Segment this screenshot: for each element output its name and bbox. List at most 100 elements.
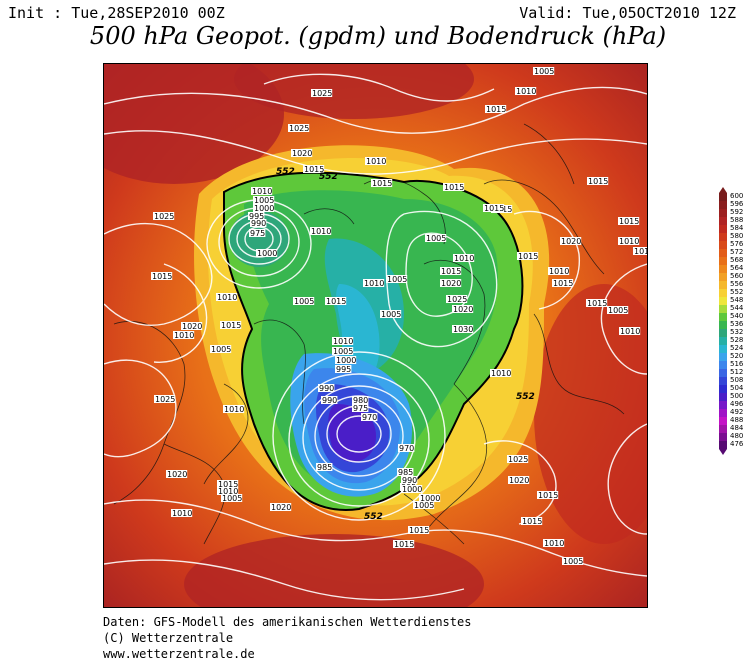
isobar-label: 1015 xyxy=(486,105,506,114)
isobar-label: 1015 xyxy=(538,491,558,500)
isobar-label-bg xyxy=(548,267,570,275)
isobar-label: 1015 xyxy=(326,297,346,306)
legend-swatch xyxy=(719,313,727,321)
legend-value: 592 xyxy=(730,208,744,216)
legend-entry: 588 xyxy=(716,216,756,225)
isobar-label-bg xyxy=(335,365,352,373)
isobar-label: 1005 xyxy=(222,494,242,503)
isobar-label-bg xyxy=(181,322,203,330)
legend-swatch xyxy=(719,289,727,297)
isobar-label-bg xyxy=(386,275,408,283)
isobar-label: 1010 xyxy=(491,369,511,378)
legend-value: 528 xyxy=(730,336,744,344)
isobar-label-bg xyxy=(521,517,543,525)
isobar-label: 995 xyxy=(336,365,351,374)
isobar-label-bg xyxy=(587,177,609,185)
legend-swatch xyxy=(719,409,727,417)
isobar-label-bg xyxy=(380,310,402,318)
isobar-label-bg xyxy=(508,476,530,484)
isobar-label-bg xyxy=(291,149,313,157)
legend-entry: 528 xyxy=(716,336,756,345)
isobar-label-bg xyxy=(171,509,193,517)
isobar-label: 1015 xyxy=(218,480,238,489)
legend-value: 536 xyxy=(730,320,744,328)
isobar-label-bg xyxy=(443,183,465,191)
isobar-label-bg xyxy=(440,279,462,287)
isobar-label: 1000 xyxy=(420,494,440,503)
isobar-label-bg xyxy=(256,249,278,257)
legend-value: 520 xyxy=(730,352,744,360)
isobar-label-bg xyxy=(365,157,387,165)
contour-label-552: 552 xyxy=(276,167,295,177)
legend-entry: 504 xyxy=(716,384,756,393)
isobar-label: 1015 xyxy=(221,321,241,330)
legend-swatch xyxy=(719,401,727,409)
isobar-label: 1025 xyxy=(312,89,332,98)
isobar-label-bg xyxy=(560,237,582,245)
isobar-label-bg xyxy=(332,347,354,355)
isobar-label: 1005 xyxy=(254,196,274,205)
isobar-label-bg xyxy=(537,491,559,499)
legend-entry: 600 xyxy=(716,192,756,201)
isobar-label: 1010 xyxy=(224,405,244,414)
isobar-label: 1010 xyxy=(252,187,272,196)
isobar-label: 1010 xyxy=(218,487,238,496)
legend-swatch xyxy=(719,305,727,313)
legend-swatch xyxy=(719,369,727,377)
isobar-label: 1025 xyxy=(447,295,467,304)
isobar-label: 1005 xyxy=(333,347,353,356)
footer-copyright: (C) Wetterzentrale xyxy=(103,631,234,645)
isobar-label: 1020 xyxy=(441,279,461,288)
isobar-label-bg xyxy=(270,503,292,511)
isobar-label-bg xyxy=(253,204,275,212)
legend-value: 508 xyxy=(730,376,744,384)
legend-entry: 536 xyxy=(716,320,756,329)
isobar-label: 1010 xyxy=(620,327,640,336)
isobar-label-bg xyxy=(311,89,333,97)
isobar-label: 1010 xyxy=(174,331,194,340)
legend-swatch xyxy=(719,385,727,393)
legend-entry: 552 xyxy=(716,288,756,297)
legend-swatch xyxy=(719,361,727,369)
isobar-label-bg xyxy=(220,321,242,329)
isobar-label-bg xyxy=(303,165,325,173)
legend-swatch xyxy=(719,193,727,201)
legend-value: 588 xyxy=(730,216,744,224)
isobar-label: 990 xyxy=(319,384,334,393)
isobar-label-bg xyxy=(249,229,266,237)
isobar-label: 1015 xyxy=(394,540,414,549)
isobar-label-bg xyxy=(154,395,176,403)
isobar-label: 1015 xyxy=(518,252,538,261)
legend-entry: 556 xyxy=(716,280,756,289)
isobar-label: 1020 xyxy=(182,322,202,331)
isobar-label-bg xyxy=(562,557,584,565)
isobar-label: 1005 xyxy=(563,557,583,566)
isobar-label-bg xyxy=(352,404,369,412)
legend-entry: 484 xyxy=(716,424,756,433)
legend-swatch xyxy=(719,425,727,433)
legend-entry: 512 xyxy=(716,368,756,377)
isobar-label: 1010 xyxy=(454,254,474,263)
isobar-label-bg xyxy=(452,325,474,333)
isobar-label: 1000 xyxy=(257,249,277,258)
isobar-label-bg xyxy=(401,485,423,493)
legend-entry: 540 xyxy=(716,312,756,321)
isobar-label-bg xyxy=(325,297,347,305)
isobar-label-bg xyxy=(288,124,310,132)
isobar-label-bg xyxy=(517,252,539,260)
legend-swatch xyxy=(719,249,727,257)
legend-entry: 560 xyxy=(716,272,756,281)
legend-entry: 524 xyxy=(716,344,756,353)
isobar-label-bg xyxy=(543,539,565,547)
isobar-label: 1015 xyxy=(444,183,464,192)
isobar-label: 1020 xyxy=(167,470,187,479)
footer-url[interactable]: www.wetterzentrale.de xyxy=(103,647,255,661)
isobar-label-bg xyxy=(515,87,537,95)
isobar-label: 995 xyxy=(249,212,264,221)
isobar-label: 1010 xyxy=(217,293,237,302)
legend-entry: 568 xyxy=(716,256,756,265)
isobar-label: 970 xyxy=(399,444,414,453)
legend-entry: 564 xyxy=(716,264,756,273)
isobar-label: 970 xyxy=(362,413,377,422)
